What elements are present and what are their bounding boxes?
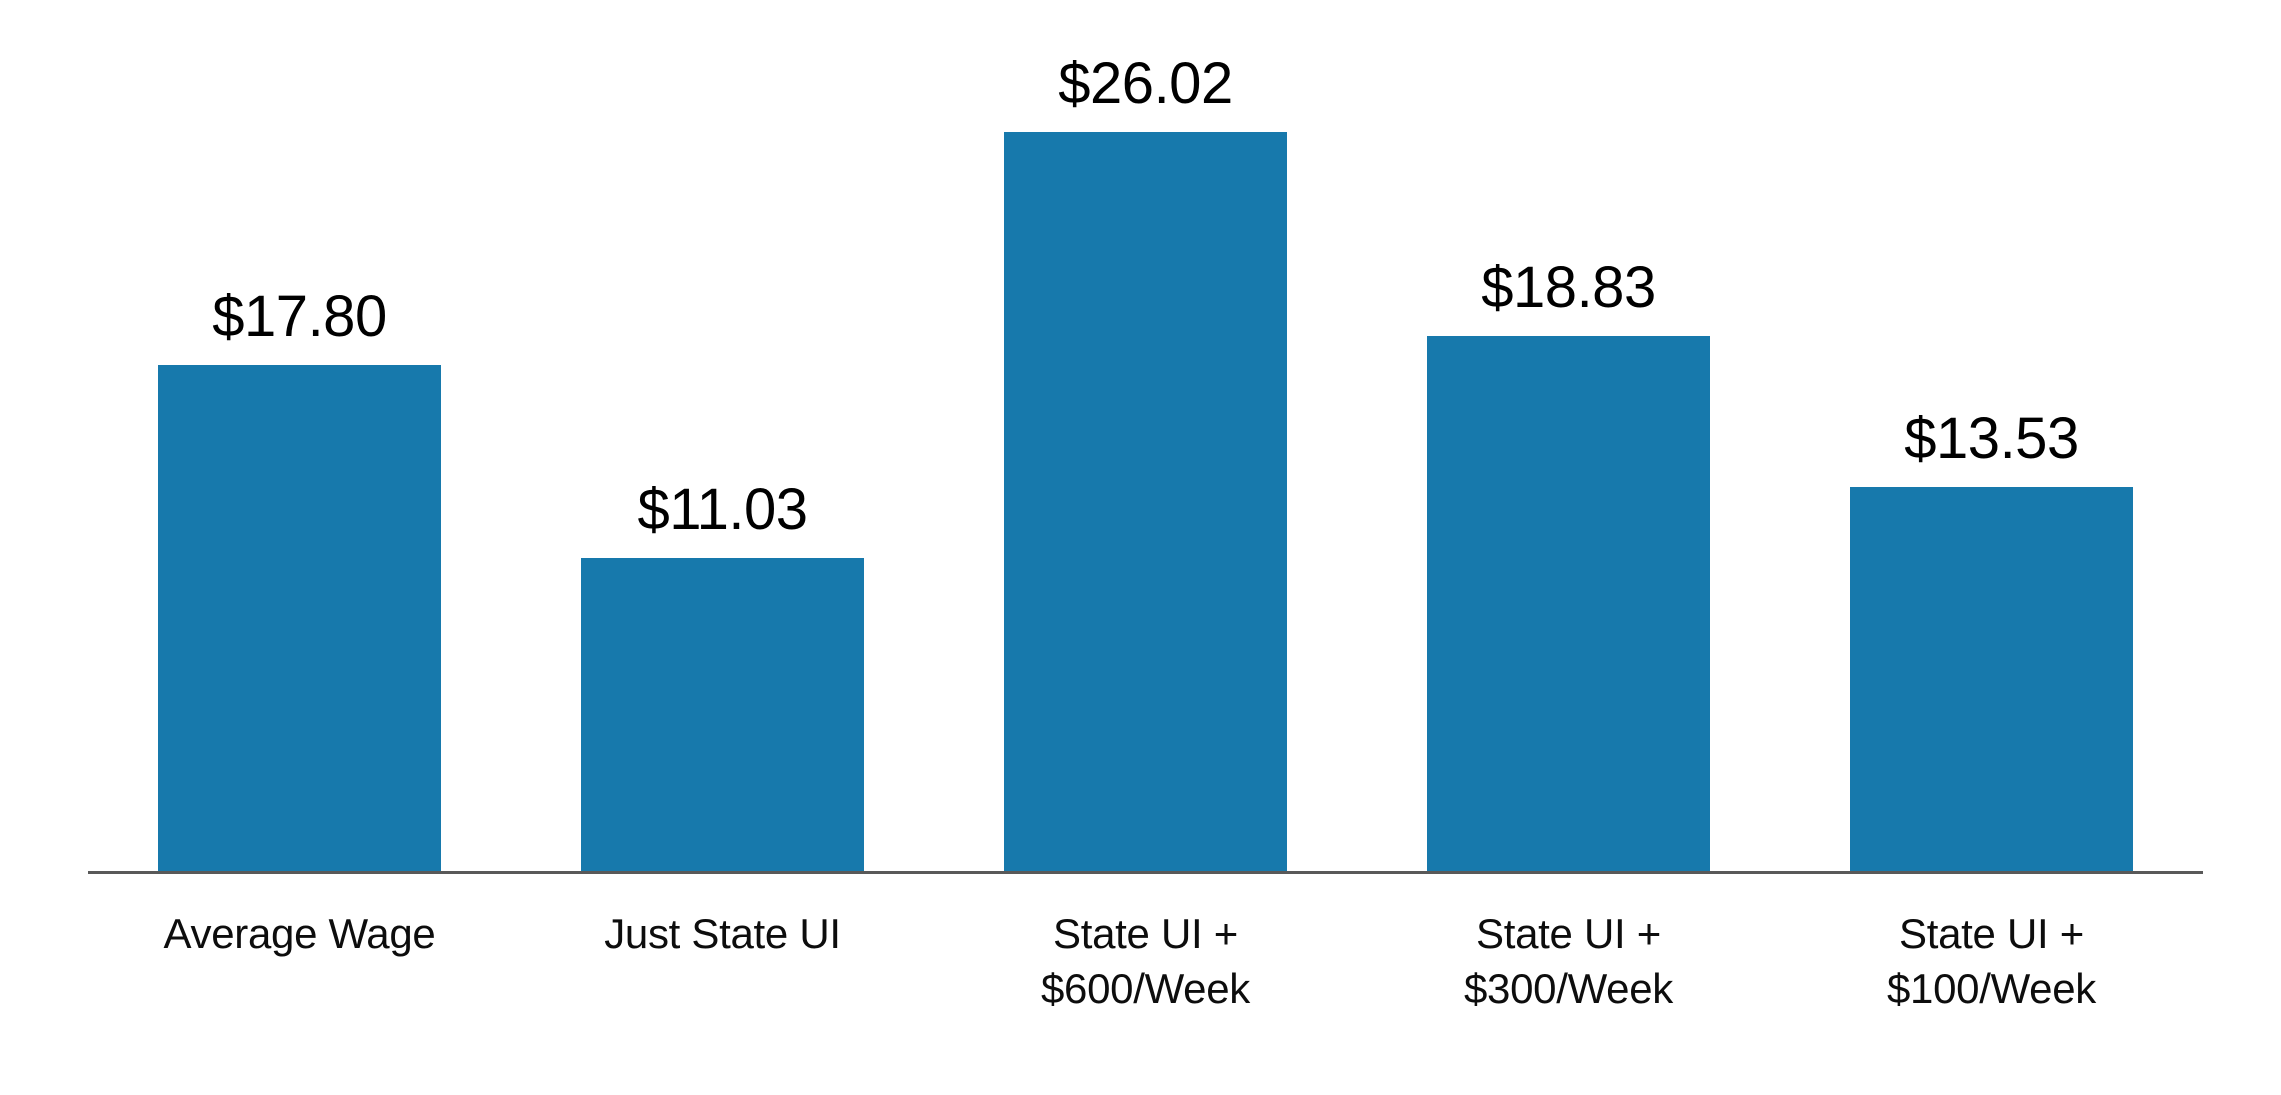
bar-group: $18.83 [1357,0,1780,871]
bar-value-label: $17.80 [212,284,387,350]
bar-value-label: $26.02 [1058,51,1233,117]
x-axis-category-label: State UI + $300/Week [1463,910,1673,1012]
x-axis-category-label: Just State UI [604,910,841,957]
x-axis-labels: Average Wage Just State UI State UI + $6… [88,907,2203,1016]
bar [1427,336,1710,871]
bar [1850,487,2133,871]
x-axis-category-label: Average Wage [163,910,436,957]
x-axis-line [88,871,2203,874]
bar-value-label: $13.53 [1904,406,2079,472]
x-axis-category-label: State UI + $600/Week [1040,910,1250,1012]
x-axis-category-label: State UI + $100/Week [1886,910,2096,1012]
bar [581,558,864,871]
bar [158,365,441,871]
bar-value-label: $11.03 [637,477,808,543]
bar-group: $26.02 [934,0,1357,871]
bar-group: $17.80 [88,0,511,871]
plot-area: $17.80 $11.03 $26.02 $18.83 $13.53 [88,0,2203,871]
bar [1004,132,1287,871]
bar-group: $13.53 [1780,0,2203,871]
bar-group: $11.03 [511,0,934,871]
bar-value-label: $18.83 [1481,255,1656,321]
